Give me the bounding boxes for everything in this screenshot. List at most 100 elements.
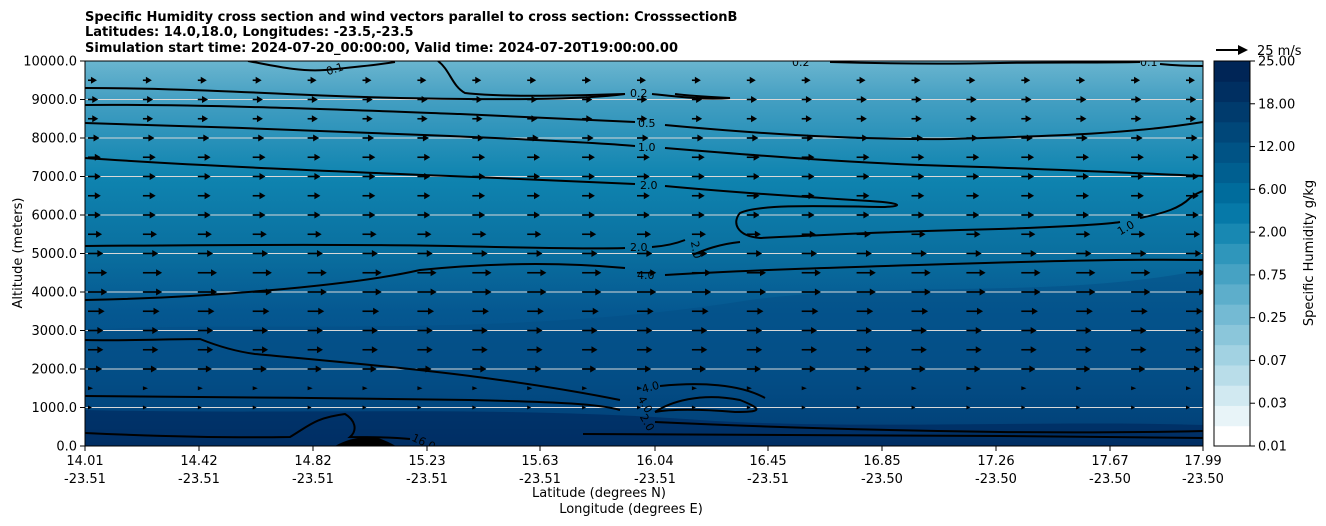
wind-arrow [1186, 307, 1203, 315]
wind-arrow [637, 173, 650, 180]
wind-arrow [582, 250, 598, 257]
wind-arrow [417, 386, 423, 391]
colorbar-label: Specific Humidity g/kg [1302, 180, 1317, 326]
wind-arrow [691, 250, 708, 257]
colorbar-band [1214, 101, 1250, 123]
wind-arrow [142, 288, 163, 296]
wind-arrow [362, 386, 368, 391]
x-tick-label-longitude: -23.51 [634, 472, 676, 487]
wind-arrow [637, 288, 657, 296]
wind-arrow [691, 230, 706, 238]
wind-arrow [637, 346, 653, 354]
wind-arrow [88, 365, 103, 373]
wind-arrow [1131, 405, 1136, 410]
wind-arrow [307, 76, 317, 84]
x-tick-label-longitude: -23.50 [1089, 472, 1131, 487]
wind-arrow [1131, 96, 1142, 103]
wind-arrow [1076, 76, 1086, 84]
wind-arrow [527, 211, 540, 219]
contour-line [247, 61, 396, 72]
wind-arrow [966, 211, 980, 219]
wind-arrow [911, 115, 922, 123]
colorbar-band [1214, 283, 1250, 305]
wind-arrow [966, 115, 977, 123]
wind-arrow [582, 153, 595, 161]
wind-arrow [88, 115, 99, 123]
colorbar-tick-label: 6.00 [1258, 183, 1287, 198]
wind-arrow [1186, 230, 1201, 238]
wind-arrow [417, 307, 435, 315]
wind-arrow [362, 211, 376, 219]
wind-arrow [801, 192, 815, 200]
wind-arrow [1021, 346, 1037, 354]
wind-arrow [252, 269, 272, 277]
wind-arrow [856, 269, 876, 277]
wind-arrow [142, 250, 159, 257]
x-tick-label-latitude: 14.82 [294, 454, 331, 469]
colorbar-band [1214, 364, 1250, 386]
x-axis-label-longitude: Longitude (degrees E) [559, 502, 703, 517]
wind-arrow [801, 405, 806, 410]
colorbar-band [1214, 81, 1250, 103]
wind-arrow [1131, 115, 1142, 123]
wind-arrow [746, 250, 763, 257]
wind-arrow [1076, 346, 1092, 354]
contour-line [85, 122, 636, 147]
wind-arrow [88, 386, 94, 391]
wind-arrow [1186, 327, 1202, 334]
wind-arrow [691, 153, 705, 161]
wind-arrow [746, 211, 760, 219]
wind-arrow [1131, 230, 1146, 238]
contour-line [85, 103, 636, 123]
wind-arrow [1021, 115, 1032, 123]
wind-arrow [1076, 153, 1089, 161]
wind-arrow [1021, 386, 1027, 391]
wind-arrow [1021, 173, 1035, 180]
wind-arrow [637, 327, 653, 334]
wind-arrow [142, 211, 156, 219]
contour-line [582, 433, 1203, 439]
wind-arrow [856, 230, 871, 238]
wind-arrow [362, 365, 377, 373]
contour-label: 4.0 [640, 379, 660, 396]
wind-arrow [362, 405, 367, 410]
wind-arrow [582, 96, 593, 103]
colorbar-tick-label: 0.03 [1258, 397, 1287, 412]
wind-arrow [527, 250, 543, 257]
wind-arrow [746, 386, 752, 391]
wind-arrow [1186, 173, 1199, 180]
wind-arrow [801, 346, 818, 354]
wind-arrow [472, 269, 492, 277]
y-tick-label: 8000.0 [32, 132, 78, 147]
wind-arrow [1131, 288, 1151, 296]
wind-arrow [252, 307, 270, 315]
wind-arrow [856, 365, 871, 373]
wind-arrow [472, 211, 486, 219]
contour-line [437, 61, 626, 97]
wind-arrow [472, 76, 482, 84]
wind-arrow [856, 134, 869, 142]
x-tick-label-latitude: 17.67 [1091, 454, 1128, 469]
wind-arrow [966, 230, 981, 238]
wind-arrow [1131, 269, 1151, 277]
wind-arrow [801, 211, 815, 219]
wind-arrow [1131, 250, 1147, 257]
x-tick-label-latitude: 14.01 [66, 454, 103, 469]
colorbar-tick-label: 0.75 [1258, 268, 1287, 283]
wind-arrow [252, 192, 266, 200]
wind-arrow [1076, 173, 1089, 180]
wind-arrow [527, 307, 544, 315]
wind-arrow [88, 153, 101, 161]
wind-arrow [691, 405, 696, 410]
humidity-contours [85, 61, 1203, 440]
wind-arrow [142, 173, 156, 180]
wind-arrow [362, 76, 372, 84]
contour-label: 0.1 [1140, 56, 1158, 69]
chart-title-line-2: Latitudes: 14.0,18.0, Longitudes: -23.5,… [85, 25, 414, 40]
contour-line [829, 61, 1141, 65]
wind-arrow [966, 96, 977, 103]
wind-arrow [856, 307, 874, 315]
contour-line [654, 396, 758, 414]
wind-arrow [527, 192, 540, 200]
colorbar-tick-label: 2.00 [1258, 226, 1287, 241]
